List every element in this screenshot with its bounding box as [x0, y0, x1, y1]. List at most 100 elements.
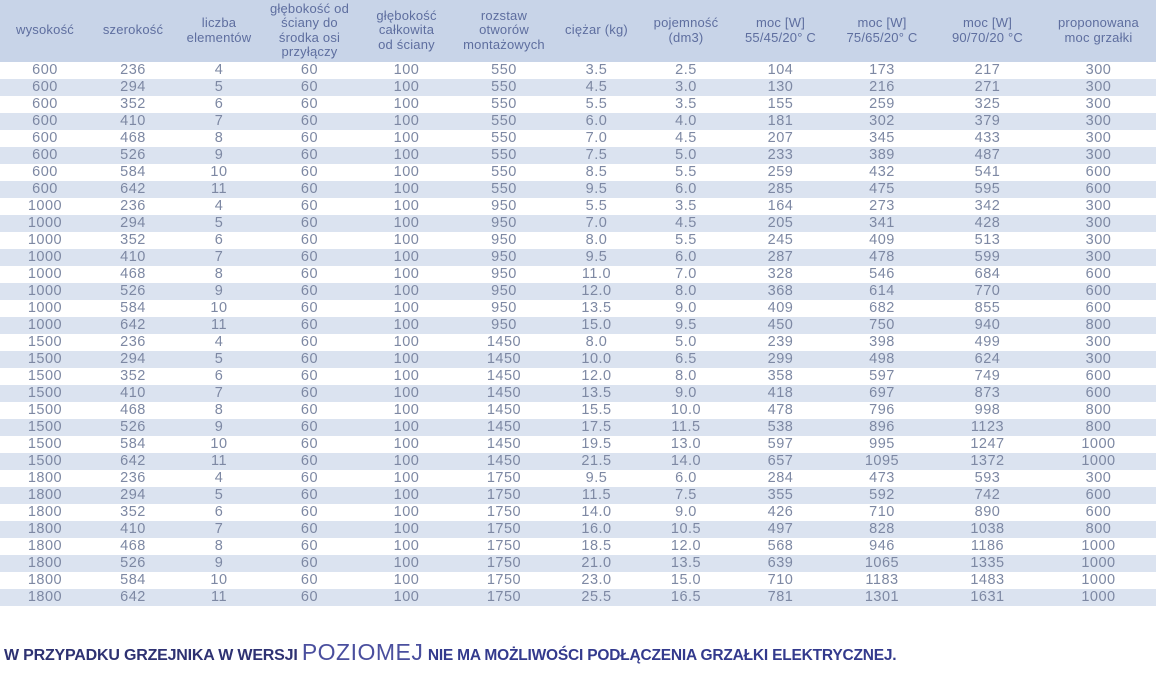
cell-moc-55-45-20: 497: [767, 521, 794, 537]
cell-rozstaw-otworow: 1750: [486, 589, 522, 605]
cell-pojemnosc: 4.0: [675, 113, 697, 129]
cell-moc-55-45-20: 181: [767, 113, 794, 129]
column-header-moc-90-70-20: moc [W] 90/70/20 °C: [934, 0, 1041, 62]
cell-ciezar: 23.0: [581, 572, 612, 588]
cell-proponowana-moc-grzalki: 600: [1085, 283, 1112, 299]
cell-rozstaw-otworow: 1450: [486, 436, 522, 452]
cell-moc-90-70-20: 770: [974, 283, 1001, 299]
table-row: 1800 236 4 60 100 1750 9.5 6.0 284 473 593 300: [0, 470, 1156, 487]
cell-moc-90-70-20: 749: [974, 368, 1001, 384]
cell-rozstaw-otworow: 550: [491, 79, 517, 95]
cell-proponowana-moc-grzalki: 600: [1085, 266, 1112, 282]
cell-szerokosc: 294: [120, 215, 146, 231]
cell-rozstaw-otworow: 1750: [486, 538, 522, 554]
cell-rozstaw-otworow: 950: [491, 283, 517, 299]
cell-pojemnosc: 16.5: [670, 589, 702, 605]
cell-glebokosc-calkowita: 100: [393, 317, 420, 333]
cell-moc-55-45-20: 328: [767, 266, 794, 282]
table-row: 1500 236 4 60 100 1450 8.0 5.0 239 398 499 300: [0, 334, 1156, 351]
cell-moc-75-65-20: 478: [869, 249, 895, 265]
radiator-spec-table: wysokość szerokość liczba elementów głęboko…: [0, 0, 1156, 606]
cell-ciezar: 8.0: [585, 334, 608, 350]
cell-ciezar: 12.0: [581, 368, 612, 384]
cell-moc-90-70-20: 541: [974, 164, 1001, 180]
cell-pojemnosc: 14.0: [670, 453, 702, 469]
cell-proponowana-moc-grzalki: 300: [1085, 96, 1112, 112]
cell-proponowana-moc-grzalki: 1000: [1081, 453, 1116, 469]
cell-pojemnosc: 5.0: [675, 147, 697, 163]
cell-rozstaw-otworow: 1450: [486, 453, 522, 469]
cell-moc-90-70-20: 487: [974, 147, 1001, 163]
cell-szerokosc: 584: [120, 164, 146, 180]
footnote-suffix: NIE MA MOŻLIWOŚCI PODŁĄCZENIA GRZAŁKI EL…: [427, 647, 897, 664]
cell-wysokosc: 1000: [27, 317, 63, 333]
cell-liczba-elementow: 5: [214, 487, 224, 503]
cell-glebokosc-od-sciany: 60: [300, 334, 319, 350]
cell-glebokosc-od-sciany: 60: [300, 504, 319, 520]
column-header-pojemnosc: pojemność (dm3): [641, 0, 731, 62]
cell-ciezar: 9.5: [585, 181, 608, 197]
cell-glebokosc-calkowita: 100: [393, 385, 420, 401]
cell-ciezar: 15.5: [581, 402, 612, 418]
cell-glebokosc-od-sciany: 60: [300, 521, 319, 537]
cell-liczba-elementow: 5: [214, 79, 224, 95]
cell-rozstaw-otworow: 1450: [486, 402, 522, 418]
cell-szerokosc: 468: [120, 266, 146, 282]
cell-moc-55-45-20: 355: [767, 487, 794, 503]
cell-glebokosc-od-sciany: 60: [300, 215, 319, 231]
cell-pojemnosc: 9.0: [675, 300, 697, 316]
cell-glebokosc-calkowita: 100: [393, 215, 420, 231]
cell-glebokosc-calkowita: 100: [393, 232, 420, 248]
cell-pojemnosc: 6.5: [675, 351, 697, 367]
cell-liczba-elementow: 10: [210, 572, 228, 588]
cell-liczba-elementow: 8: [214, 130, 224, 146]
cell-liczba-elementow: 9: [214, 147, 224, 163]
cell-rozstaw-otworow: 1450: [486, 385, 522, 401]
cell-ciezar: 4.5: [585, 79, 608, 95]
cell-pojemnosc: 8.0: [675, 283, 697, 299]
table-row: 600 468 8 60 100 550 7.0 4.5 207 345 433 300: [0, 130, 1156, 147]
table-row: 1500 294 5 60 100 1450 10.0 6.5 299 498 624 300: [0, 351, 1156, 368]
cell-liczba-elementow: 11: [210, 589, 228, 605]
cell-pojemnosc: 6.0: [675, 181, 697, 197]
table-row: 1800 410 7 60 100 1750 16.0 10.5 497 828 1038 800: [0, 521, 1156, 538]
cell-ciezar: 8.5: [585, 164, 608, 180]
cell-moc-90-70-20: 428: [974, 215, 1001, 231]
cell-pojemnosc: 8.0: [675, 368, 697, 384]
cell-wysokosc: 600: [32, 62, 58, 78]
cell-liczba-elementow: 8: [214, 266, 224, 282]
cell-moc-90-70-20: 593: [974, 470, 1001, 486]
cell-moc-55-45-20: 284: [767, 470, 794, 486]
cell-szerokosc: 352: [120, 368, 146, 384]
column-header-rozstaw-otworow: rozstaw otworów montażowych: [456, 0, 552, 62]
cell-moc-90-70-20: 217: [974, 62, 1001, 78]
cell-liczba-elementow: 7: [214, 113, 224, 129]
cell-moc-75-65-20: 995: [869, 436, 895, 452]
column-header-proponowana-moc-grzalki: proponowana moc grzałki: [1041, 0, 1156, 62]
cell-proponowana-moc-grzalki: 600: [1085, 487, 1112, 503]
cell-moc-90-70-20: 684: [974, 266, 1001, 282]
cell-glebokosc-calkowita: 100: [393, 62, 420, 78]
cell-ciezar: 13.5: [581, 385, 612, 401]
cell-proponowana-moc-grzalki: 1000: [1081, 538, 1116, 554]
cell-moc-75-65-20: 796: [869, 402, 895, 418]
cell-glebokosc-calkowita: 100: [393, 470, 420, 486]
cell-glebokosc-calkowita: 100: [393, 164, 420, 180]
column-header-moc-75-65-20: moc [W] 75/65/20° C: [830, 0, 934, 62]
table-row: 1800 294 5 60 100 1750 11.5 7.5 355 592 742 600: [0, 487, 1156, 504]
cell-glebokosc-calkowita: 100: [393, 453, 420, 469]
cell-ciezar: 14.0: [581, 504, 612, 520]
cell-pojemnosc: 15.0: [670, 572, 702, 588]
cell-szerokosc: 526: [120, 555, 146, 571]
table-row: 600 352 6 60 100 550 5.5 3.5 155 259 325 300: [0, 96, 1156, 113]
cell-glebokosc-calkowita: 100: [393, 198, 420, 214]
table-row: 1500 584 10 60 100 1450 19.5 13.0 597 995 1247 1000: [0, 436, 1156, 453]
cell-moc-55-45-20: 358: [767, 368, 794, 384]
cell-proponowana-moc-grzalki: 300: [1085, 470, 1112, 486]
cell-glebokosc-calkowita: 100: [393, 555, 420, 571]
cell-moc-75-65-20: 473: [869, 470, 895, 486]
cell-moc-90-70-20: 998: [974, 402, 1001, 418]
cell-glebokosc-calkowita: 100: [393, 300, 420, 316]
cell-szerokosc: 642: [120, 181, 146, 197]
cell-liczba-elementow: 5: [214, 215, 224, 231]
